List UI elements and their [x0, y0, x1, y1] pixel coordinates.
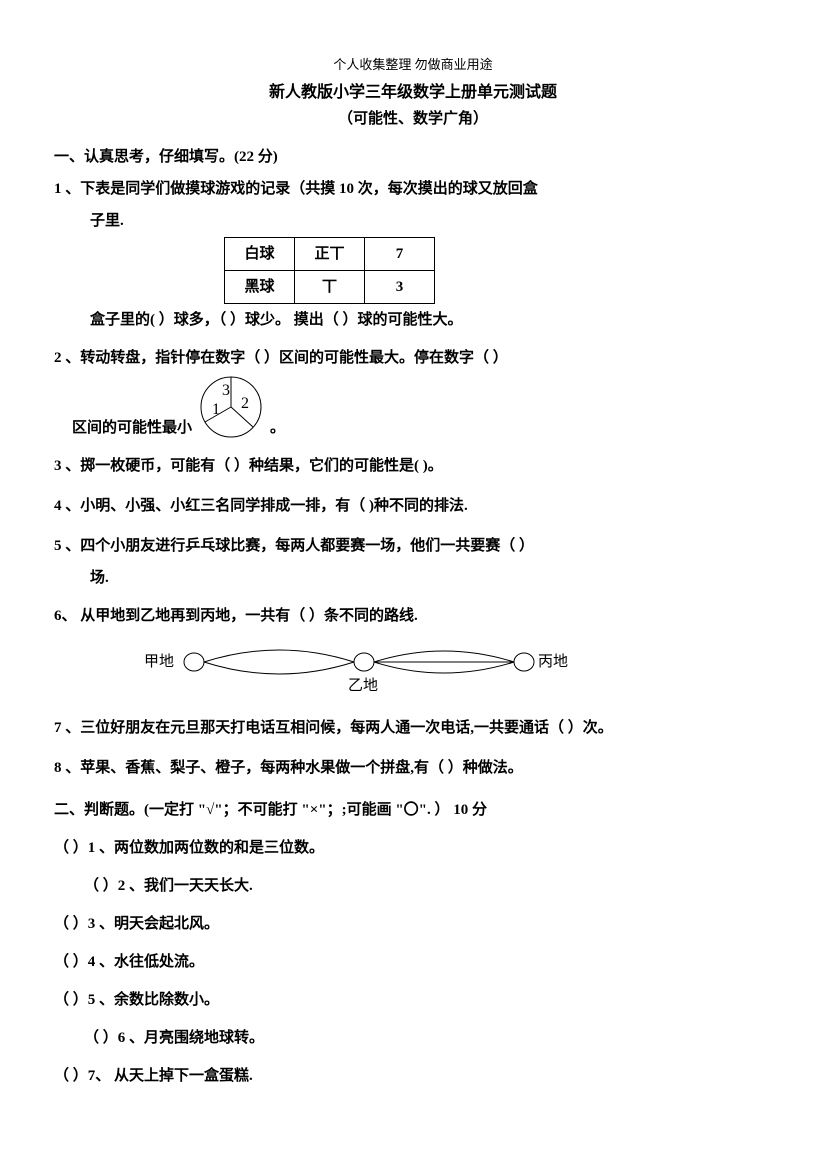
question-6: 6、 从甲地到乙地再到丙地，一共有（ ）条不同的路线. [54, 604, 772, 628]
question-1-line2: 子里. [54, 209, 772, 233]
spinner-diagram: 3 2 1 [196, 374, 266, 440]
cell-white-tally: 正丅 [295, 238, 365, 271]
cell-white-label: 白球 [225, 238, 295, 271]
question-4: 4 、小明、小强、小红三名同学排成一排，有（ )种不同的排法. [54, 494, 772, 518]
judgment-7: （ ）7、 从天上掉下一盒蛋糕. [54, 1064, 772, 1088]
header-note: 个人收集整理 勿做商业用途 [54, 55, 772, 76]
judgment-6: （ ）6 、月亮围绕地球转。 [54, 1026, 772, 1050]
svg-text:乙地: 乙地 [348, 677, 378, 694]
svg-text:2: 2 [241, 395, 249, 412]
svg-text:3: 3 [222, 382, 230, 399]
question-5: 5 、四个小朋友进行乒乓球比赛，每两人都要赛一场，他们一共要赛（ ） [54, 534, 772, 558]
cell-black-label: 黑球 [225, 271, 295, 304]
page-subtitle: （可能性、数学广角） [54, 107, 772, 131]
question-2-after: 区间的可能性最小 [54, 416, 192, 440]
cell-black-tally: 丅 [295, 271, 365, 304]
svg-text:丙地: 丙地 [538, 653, 568, 670]
judgment-3: （ ）3 、明天会起北风。 [54, 912, 772, 936]
question-2-spinner-line: 区间的可能性最小 3 2 1 。 [54, 374, 772, 440]
page-title: 新人教版小学三年级数学上册单元测试题 [54, 80, 772, 106]
judgment-2: （ ）2 、我们一天天长大. [54, 874, 772, 898]
judgment-4: （ ）4 、水往低处流。 [54, 950, 772, 974]
section-1-heading: 一、认真思考，仔细填写。(22 分) [54, 145, 772, 169]
question-1-line1: 1 、下表是同学们做摸球游戏的记录（共摸 10 次，每次摸出的球又放回盒 [54, 181, 538, 197]
tally-table: 白球 正丅 7 黑球 丅 3 [224, 237, 435, 304]
table-row: 白球 正丅 7 [225, 238, 435, 271]
question-2: 2 、转动转盘，指针停在数字（ ）区间的可能性最大。停在数字（ ） [54, 346, 772, 370]
route-diagram: 甲地 乙地 丙地 [144, 638, 772, 706]
question-5-line2: 场. [54, 566, 772, 590]
svg-text:1: 1 [212, 401, 220, 418]
table-row: 黑球 丅 3 [225, 271, 435, 304]
cell-black-count: 3 [365, 271, 435, 304]
section-2-heading: 二、判断题。(一定打 "√"；不可能打 "×"；;可能画 "〇". ） 10 分 [54, 798, 772, 822]
svg-text:甲地: 甲地 [144, 653, 174, 670]
judgment-5: （ ）5 、余数比除数小。 [54, 988, 772, 1012]
question-8: 8 、苹果、香蕉、梨子、橙子，每两种水果做一个拼盘,有（ ）种做法。 [54, 756, 772, 780]
question-1: 1 、下表是同学们做摸球游戏的记录（共摸 10 次，每次摸出的球又放回盒 [54, 177, 772, 201]
question-1-below: 盒子里的( ）球多，（ ）球少。 摸出（ ）球的可能性大。 [54, 308, 772, 332]
question-3: 3 、掷一枚硬币，可能有（ ）种结果，它们的可能性是( )。 [54, 454, 772, 478]
judgment-1: （ ）1 、两位数加两位数的和是三位数。 [54, 836, 772, 860]
question-2-after-end: 。 [270, 416, 285, 440]
cell-white-count: 7 [365, 238, 435, 271]
question-7: 7 、三位好朋友在元旦那天打电话互相问候，每两人通一次电话,一共要通话（ ）次。 [54, 716, 772, 740]
